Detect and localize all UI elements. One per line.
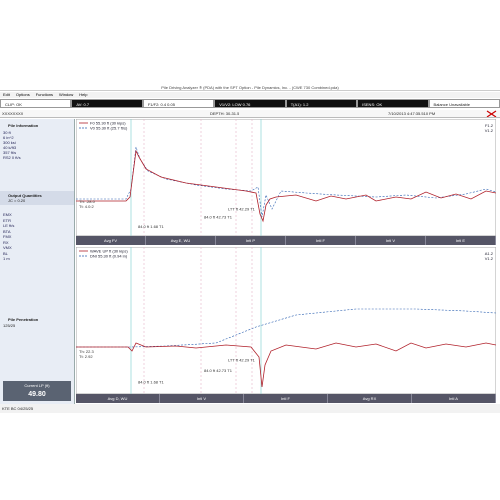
legend-label: WAVE UP ft (30 kips): [90, 249, 128, 254]
tab-button[interactable]: Intl E: [426, 236, 496, 245]
output-line: EMX: [3, 212, 12, 217]
info-left: XXXXXXXX: [2, 111, 24, 116]
annotation: 84.0 ft 42.73 T1: [204, 214, 233, 219]
close-icon[interactable]: [486, 110, 498, 118]
axis-label: V1.2: [485, 128, 494, 133]
info-bar: XXXXXXXX DEPTH: 30-31.5 7/10/2013 4:47:3…: [0, 110, 500, 118]
output-line: BL: [3, 250, 8, 256]
tab-button[interactable]: Avg FV: [76, 236, 146, 245]
current-value: 49.80: [28, 391, 46, 398]
depth: DEPTH: 30-31.5: [210, 111, 240, 116]
tab-button[interactable]: Intl A: [412, 394, 496, 403]
bottom-chart: WAVE UP ft (30 kips)DNI 55.30 ft (0.94 i…: [76, 247, 496, 394]
output-line: ETR: [3, 217, 11, 223]
top-button-bar: Avg FV Avg E, WU Intl P Intl F Intl V Intl E: [76, 236, 496, 245]
tab-button[interactable]: Intl F: [244, 394, 328, 403]
status-cell: Balance Unavailable: [428, 99, 500, 108]
axis-label: A1.2: [485, 251, 494, 256]
left-panel: Pile Information 30 ft 6 in^2 300 ksi 40 k/…: [0, 119, 75, 404]
pile-info-line: RS2 0 ft/s: [3, 155, 21, 160]
status-cell: T(A1): 1.2: [285, 99, 358, 108]
top-chart: F0 55.30 ft (30 kips)V0 55.30 ft (25.7 f…: [76, 119, 496, 236]
penetration-value: 125/25: [3, 323, 16, 328]
output-header: Output Quantities JC = 0.20: [0, 191, 74, 205]
pile-info-list: 30 ft 6 in^2 300 ksi 40 k/ft3 357 ft/s RS2 0 …: [3, 130, 73, 170]
legend-label: F0 55.30 ft (30 kips): [90, 121, 126, 126]
section-subtitle: JC = 0.20: [8, 198, 26, 203]
tab-button[interactable]: Avg E, WU: [146, 236, 216, 245]
window-title: Pile Driving Analyzer ® (PDA) with the S…: [0, 84, 500, 91]
annotation: LTT ft 42.29 T1: [228, 358, 256, 363]
section-title: Pile Penetration: [8, 317, 39, 322]
output-line: 1 m: [3, 256, 10, 261]
current-title: Current LP (ft): [24, 383, 50, 388]
menu-item[interactable]: Help: [79, 92, 88, 97]
output-list: EMX ETR LE ft/s BTA FMX RX VMX BL 1 m: [3, 212, 73, 272]
axis-label: F1.2: [485, 123, 494, 128]
output-line: BTA: [3, 228, 11, 234]
legend-label: V0 55.30 ft (25.7 ft/s): [90, 126, 128, 131]
pile-info-line: 357 ft/s: [3, 150, 17, 155]
pile-info-line: 40 k/ft3: [3, 145, 17, 150]
annotation: Th: .28.0: [79, 199, 96, 204]
annotation: 84.0 ft 42.73 T1: [204, 368, 233, 373]
annotation: 84.0 ft 1.68 T1: [138, 380, 164, 385]
annotation: 84.0 ft 1.68 T1: [138, 224, 164, 229]
section-title: Pile Information: [8, 123, 39, 128]
menu-item[interactable]: Options: [15, 92, 30, 97]
menu-bar: Edit Options Functions Window Help: [0, 92, 500, 98]
output-line: VMX: [3, 245, 12, 250]
timestamp: 7/10/2013 4:47:35.510 PM: [388, 111, 436, 116]
output-line: LE ft/s: [3, 223, 15, 228]
pile-info-line: 300 ksi: [3, 140, 16, 145]
menu-item[interactable]: Window: [59, 92, 74, 97]
status-cell: CLIP: OK: [0, 99, 72, 108]
tab-button[interactable]: Avg D, WU: [76, 394, 160, 403]
output-line: RX: [3, 239, 9, 245]
status-cell: ISENS: OK: [357, 99, 429, 108]
annotation: Th: 22.3: [79, 349, 94, 354]
footer: KTE BC 04/25/25: [0, 404, 500, 413]
status-cell: V1/V2: LOW 0.76: [214, 99, 286, 108]
section-title: Output Quantities: [8, 193, 42, 198]
output-line: FMX: [3, 234, 12, 239]
status-cell: F1/F2: 0.4 0.05: [142, 99, 215, 108]
legend-label: DNI 55.30 ft (0.94 in): [90, 254, 128, 259]
annotation: Tt: 2.92: [79, 354, 93, 359]
annotation: LTT ft 42.29 T1: [228, 206, 256, 211]
status-bar: CLIP: OK AV: 0.7 F1/F2: 0.4 0.05 V1/V2: LOW…: [0, 99, 500, 108]
tab-button[interactable]: Intl P: [216, 236, 286, 245]
tab-button[interactable]: Intl F: [286, 236, 356, 245]
menu-item[interactable]: Edit: [3, 92, 10, 97]
annotation: Tt: 4.0:2: [79, 204, 94, 209]
tab-button[interactable]: Intl V: [356, 236, 426, 245]
menu-item[interactable]: Functions: [35, 92, 54, 97]
tab-button[interactable]: Intl V: [160, 394, 244, 403]
pile-info-line: 6 in^2: [3, 135, 14, 140]
status-cell: AV: 0.7: [71, 99, 143, 108]
current-box: Current LP (ft) 49.80: [3, 381, 71, 401]
bottom-button-bar: Avg D, WU Intl V Intl F Avg RX Intl A: [76, 394, 496, 403]
pile-info-line: 30 ft: [3, 130, 11, 135]
tab-button[interactable]: Avg RX: [328, 394, 412, 403]
axis-label: V1.2: [485, 256, 494, 261]
